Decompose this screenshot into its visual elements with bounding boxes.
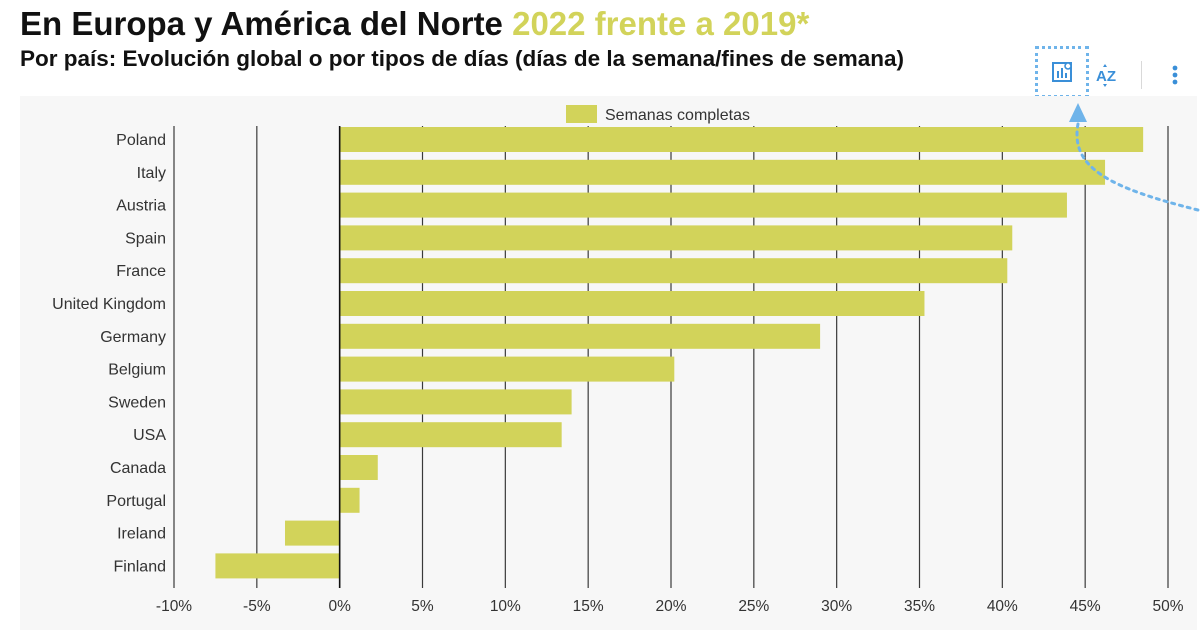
x-tick-label: 45% <box>1070 598 1101 615</box>
category-label: USA <box>133 427 166 444</box>
toolbar-divider <box>1141 61 1142 89</box>
bar <box>339 127 1144 152</box>
x-tick-label: 15% <box>573 598 604 615</box>
bar <box>339 455 378 480</box>
x-tick-label: 40% <box>987 598 1018 615</box>
category-label: Germany <box>100 329 166 346</box>
category-label: Ireland <box>117 526 166 543</box>
page-subtitle: Por país: Evolución global o por tipos d… <box>20 46 904 71</box>
more-vertical-icon <box>1172 65 1178 85</box>
x-tick-label: -5% <box>243 598 271 615</box>
bar <box>215 553 340 579</box>
x-tick-label: 0% <box>328 598 351 615</box>
category-label: Italy <box>137 165 166 182</box>
category-label: Spain <box>125 230 166 247</box>
legend-label: Semanas completas <box>605 107 750 124</box>
x-tick-label: 10% <box>490 598 521 615</box>
x-tick-label: 35% <box>904 598 935 615</box>
page-title: En Europa y América del Norte 2022 frent… <box>20 2 809 46</box>
bar-chart: Semanas completas Poland Italy Austria Spain… <box>20 96 1197 630</box>
sort-az-icon: AZ <box>1096 64 1116 87</box>
bar <box>339 422 562 448</box>
bar <box>339 487 360 513</box>
bar <box>339 291 925 316</box>
x-tick-label: 25% <box>738 598 769 615</box>
category-label: Portugal <box>106 493 166 510</box>
category-label: Belgium <box>108 362 166 379</box>
bar <box>339 323 821 349</box>
category-label: United Kingdom <box>52 296 166 313</box>
bar <box>339 258 1008 284</box>
bar <box>339 356 675 382</box>
chart-settings-button[interactable] <box>1035 46 1089 98</box>
bar <box>339 159 1106 185</box>
bar <box>339 192 1067 218</box>
x-tick-label: 30% <box>821 598 852 615</box>
bar <box>339 225 1013 251</box>
chart-settings-icon <box>1052 62 1072 82</box>
category-label: Sweden <box>108 394 166 411</box>
category-label: Finland <box>114 558 166 575</box>
sort-az-label: AZ <box>1096 68 1116 85</box>
more-options-button[interactable] <box>1162 60 1188 90</box>
x-tick-label: 20% <box>655 598 686 615</box>
bar <box>284 520 340 546</box>
x-tick-label: 5% <box>411 598 434 615</box>
category-label: Canada <box>110 460 166 477</box>
title-accent: 2022 frente a 2019* <box>512 5 810 42</box>
sort-az-button[interactable]: AZ <box>1094 60 1124 90</box>
bar <box>339 389 572 415</box>
category-label: France <box>116 263 166 280</box>
x-tick-label: -10% <box>156 598 192 615</box>
category-label: Austria <box>116 198 166 215</box>
legend-swatch <box>566 105 597 123</box>
title-main: En Europa y América del Norte <box>20 5 503 42</box>
category-label: Poland <box>116 132 166 149</box>
x-tick-label: 50% <box>1152 598 1183 615</box>
